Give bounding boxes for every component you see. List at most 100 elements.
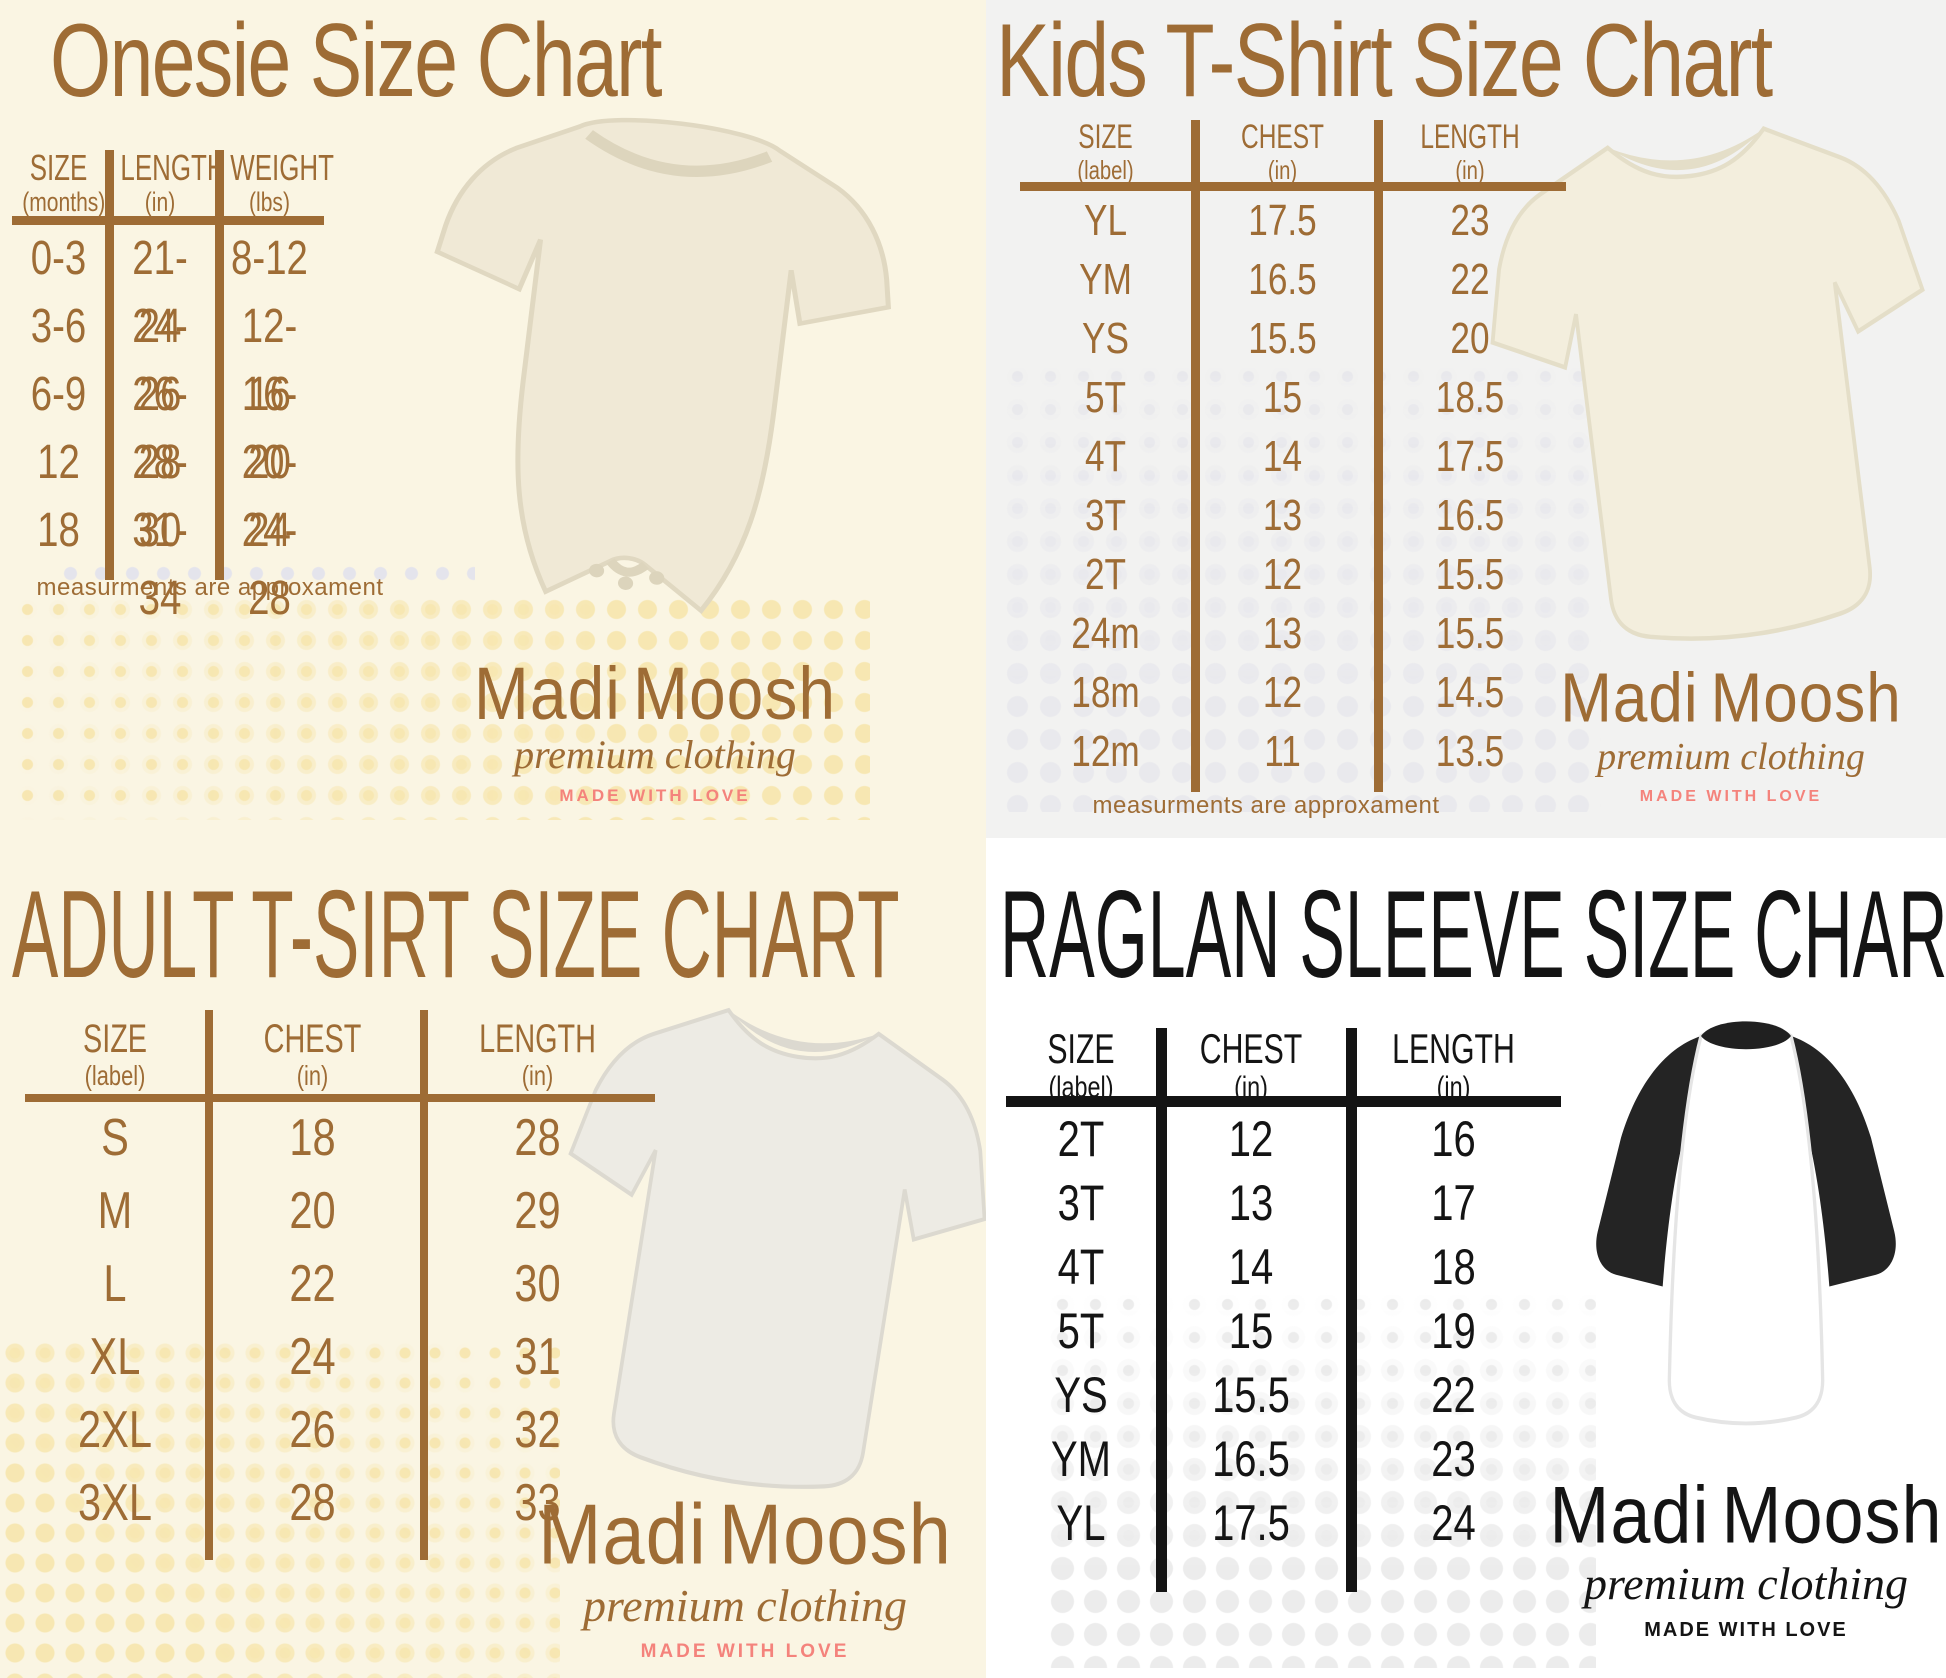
- table-body: 0-3 21-24 8-12 3-6 24-26 12-16 6-9 26-28 16-20 12…: [12, 225, 324, 625]
- table-divider: [105, 150, 114, 580]
- table-cell: 26: [289, 1401, 336, 1459]
- panel-title: Kids T-Shirt Size Chart: [996, 3, 1773, 119]
- table-cell: 20: [1450, 314, 1490, 363]
- madimoosh-logo: Madi Moosh premium clothing MADE WITH LOV…: [1526, 664, 1936, 806]
- table-cell: 0-3: [30, 232, 87, 285]
- table-cell: 3XL: [77, 1474, 153, 1532]
- table-row: 3XL 28 33: [25, 1467, 655, 1540]
- table-row: YL 17.5 24: [1006, 1491, 1561, 1555]
- table-body: YL 17.5 23 YM 16.5 22 YS 15.5 20 5T 15 18.5 4T 14 17.5…: [1020, 191, 1566, 781]
- column-header: SIZE (months): [22, 147, 106, 217]
- column-header: SIZE (label): [82, 1017, 148, 1091]
- table-cell: 20-24: [241, 436, 298, 557]
- table-cell: 16.5: [1248, 255, 1317, 304]
- brand-made-with-love: MADE WITH LOVE: [640, 1640, 850, 1662]
- table-cell: 18: [289, 1109, 336, 1167]
- table-row: 3T 13 16.5: [1020, 486, 1566, 545]
- table-row: 12m 11 13.5: [1020, 722, 1566, 781]
- brand-name: Madi Moosh: [538, 1487, 952, 1583]
- table-row: 4T 14 17.5: [1020, 427, 1566, 486]
- table-cell: 5T: [1057, 1303, 1105, 1359]
- table-divider: [215, 150, 224, 580]
- table-cell: 8-12: [231, 232, 308, 285]
- table-cell: 16: [1431, 1111, 1476, 1167]
- table-cell: 31-34: [132, 504, 188, 625]
- brand-name: Madi Moosh: [1560, 660, 1902, 738]
- table-divider: [1156, 1028, 1167, 1592]
- table-divider: [1346, 1028, 1357, 1592]
- table-cell: 22: [1450, 255, 1490, 304]
- onesie-size-table: SIZE (months) LENGTH (in) WEIGHT (lbs) 0-3 21-…: [12, 147, 334, 625]
- adult-size-table: SIZE (label) CHEST (in) LENGTH (in) S 18 28 M 20 2…: [25, 1010, 655, 1560]
- table-header-row: SIZE (label) CHEST (in) LENGTH (in): [1020, 120, 1566, 183]
- onesie-image: [434, 117, 892, 614]
- table-cell: 16.5: [1212, 1431, 1290, 1487]
- column-header: CHEST (in): [263, 1017, 362, 1091]
- kids-tshirt-image: [1490, 126, 1925, 641]
- table-cell: 3-6: [30, 300, 87, 353]
- table-cell: 17.5: [1248, 196, 1317, 245]
- table-row: YM 16.5 23: [1006, 1427, 1561, 1491]
- table-cell: YS: [1082, 314, 1129, 363]
- table-rule: [12, 216, 324, 225]
- madimoosh-logo: Madi Moosh premium clothing MADE WITH LOV…: [420, 656, 890, 806]
- table-cell: YL: [1056, 1495, 1106, 1551]
- table-row: 12 28-30 20-24: [12, 429, 324, 557]
- table-cell: 12m: [1071, 727, 1140, 776]
- table-cell: 18.5: [1435, 373, 1505, 422]
- table-cell: YM: [1079, 255, 1132, 304]
- table-row: 3T 13 17: [1006, 1171, 1561, 1235]
- table-row: S 18 28: [25, 1102, 655, 1175]
- table-row: M 20 29: [25, 1175, 655, 1248]
- table-cell: 18m: [1071, 668, 1140, 717]
- table-row: YL 17.5 23: [1020, 191, 1566, 250]
- table-cell: M: [97, 1182, 133, 1240]
- table-row: 18 31-34 24-28: [12, 497, 324, 625]
- madimoosh-logo: Madi Moosh premium clothing MADE WITH LOV…: [1536, 1475, 1946, 1642]
- table-cell: 16-20: [241, 368, 298, 489]
- table-cell: 14: [1228, 1239, 1274, 1295]
- table-cell: 3T: [1057, 1175, 1105, 1231]
- table-row: 2T 12 16: [1006, 1107, 1561, 1171]
- table-cell: 16.5: [1435, 491, 1505, 540]
- table-cell: 4T: [1057, 1239, 1105, 1295]
- column-header: LENGTH (in): [479, 1017, 596, 1091]
- table-cell: YM: [1051, 1431, 1111, 1487]
- panel-title: Onesie Size Chart: [50, 3, 663, 119]
- table-divider: [1191, 120, 1200, 792]
- table-cell: 22: [1431, 1367, 1476, 1423]
- panel-title: ADULT T-SIRT SIZE CHART: [12, 866, 900, 1004]
- table-cell: 18: [37, 504, 80, 557]
- table-cell: 12: [1262, 550, 1303, 599]
- table-cell: 24: [289, 1328, 336, 1386]
- table-row: 24m 13 15.5: [1020, 604, 1566, 663]
- table-rule: [25, 1094, 655, 1102]
- table-cell: 15.5: [1435, 609, 1505, 658]
- adult-tshirt-image: [568, 1007, 986, 1489]
- table-cell: 19: [1431, 1303, 1476, 1359]
- table-cell: 13.5: [1435, 727, 1505, 776]
- column-header: LENGTH (in): [1392, 1025, 1515, 1104]
- table-body: 2T 12 16 3T 13 17 4T 14 18 5T 15 19 YS 15.5 22 YM 16.5 23…: [1006, 1107, 1561, 1555]
- table-row: 3-6 24-26 12-16: [12, 293, 324, 421]
- table-cell: 21-24: [132, 232, 188, 353]
- table-cell: 20: [289, 1182, 336, 1240]
- table-cell: 24-28: [241, 504, 298, 625]
- table-cell: 23: [1450, 196, 1490, 245]
- table-row: 6-9 26-28 16-20: [12, 361, 324, 489]
- table-cell: YL: [1083, 196, 1128, 245]
- table-cell: L: [103, 1255, 127, 1313]
- table-cell: 32: [514, 1401, 561, 1459]
- table-row: L 22 30: [25, 1248, 655, 1321]
- kids-tshirt-chart-panel: Kids T-Shirt Size Chart SIZE (label) CHEST…: [986, 0, 1946, 838]
- table-cell: 22: [289, 1255, 336, 1313]
- brand-tagline: premium clothing: [1597, 736, 1865, 778]
- column-header: LENGTH (in): [120, 147, 226, 217]
- raglan-tee-image: [1596, 1021, 1896, 1426]
- table-cell: 31: [514, 1328, 561, 1386]
- table-divider: [420, 1010, 428, 1560]
- brand-tagline: premium clothing: [1583, 1558, 1909, 1609]
- table-cell: YS: [1054, 1367, 1108, 1423]
- table-row: XL 24 31: [25, 1321, 655, 1394]
